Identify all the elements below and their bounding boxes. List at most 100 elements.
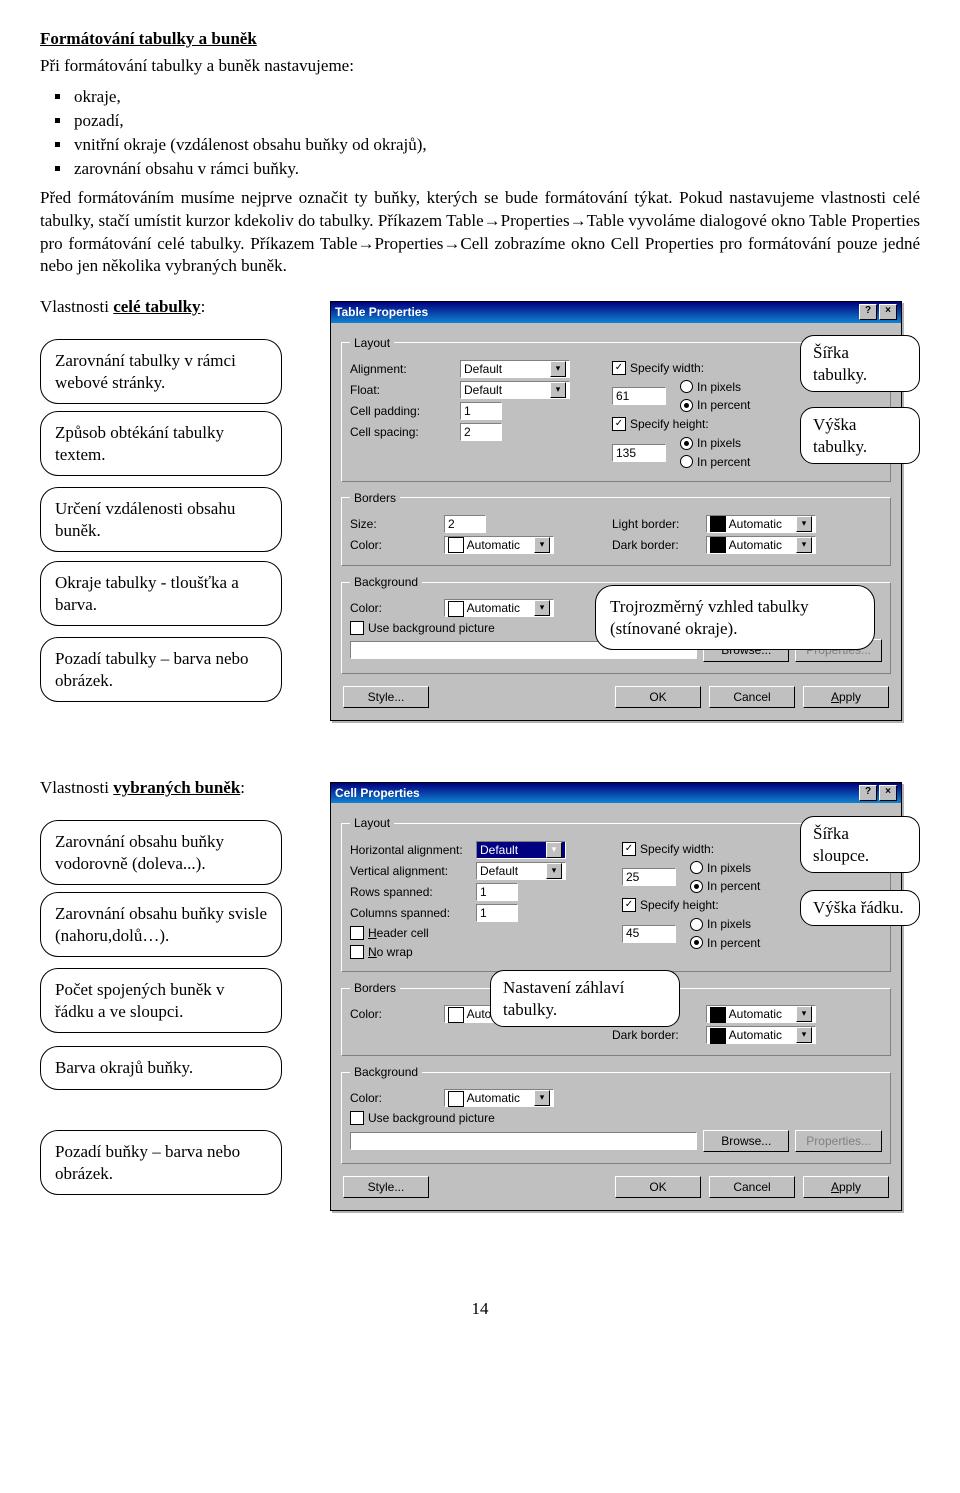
section2-prefix: Vlastnosti [40, 778, 113, 797]
callout-border: Okraje tabulky - tloušťka a barva. [40, 561, 282, 626]
lbl-alignment: Alignment: [350, 361, 454, 377]
chevron-down-icon[interactable]: ▾ [546, 842, 562, 858]
apply-button[interactable]: Apply [803, 686, 889, 708]
specify-height-check[interactable]: ✓Specify height: [612, 416, 709, 432]
section2-underline: vybraných buněk [113, 778, 240, 797]
cell-height-input[interactable]: 45 [622, 925, 676, 943]
height-pixels-radio[interactable]: In pixels [680, 435, 750, 451]
height-percent-radio[interactable]: In percent [680, 454, 750, 470]
chevron-down-icon[interactable]: ▾ [550, 361, 566, 377]
width-pixels-radio[interactable]: In pixels [680, 379, 750, 395]
w-pixels-radio[interactable]: In pixels [690, 860, 760, 876]
chevron-down-icon[interactable]: ▾ [534, 1090, 550, 1106]
callout-cell-border: Barva okrajů buňky. [40, 1046, 282, 1089]
layout-legend: Layout [350, 815, 394, 831]
chevron-down-icon[interactable]: ▾ [534, 600, 550, 616]
chevron-down-icon[interactable]: ▾ [534, 537, 550, 553]
nowrap-check[interactable]: No wrap [350, 944, 413, 960]
cellpad-input[interactable]: 1 [460, 402, 502, 420]
bullet-item: pozadí, [72, 110, 920, 133]
browse-button[interactable]: Browse... [703, 1130, 789, 1152]
cell-dark-combo[interactable]: Automatic▾ [706, 1026, 816, 1044]
callout-3d-border: Trojrozměrný vzhled tabulky (stínované o… [595, 585, 875, 650]
borders-legend: Borders [350, 490, 400, 506]
callout-width: Šířka tabulky. [800, 335, 920, 392]
dialog-titlebar[interactable]: Table Properties ? × [331, 302, 901, 322]
callout-span: Počet spojených buněk v řádku a ve sloup… [40, 968, 282, 1033]
dialog-titlebar[interactable]: Cell Properties ? × [331, 783, 901, 803]
height-input[interactable]: 135 [612, 444, 666, 462]
cancel-button[interactable]: Cancel [709, 686, 795, 708]
section1-underline: celé tabulky [113, 297, 200, 316]
lbl-light: Light border: [612, 516, 700, 532]
cell-bg-color-combo[interactable]: Automatic▾ [444, 1089, 554, 1107]
alignment-combo[interactable]: Default▾ [460, 360, 570, 378]
close-icon[interactable]: × [879, 785, 897, 801]
lbl-valign: Vertical alignment: [350, 863, 470, 879]
chevron-down-icon[interactable]: ▾ [550, 382, 566, 398]
style-button[interactable]: Style... [343, 686, 429, 708]
specify-width-check[interactable]: ✓Specify width: [622, 841, 714, 857]
bg-color-combo[interactable]: Automatic▾ [444, 599, 554, 617]
chevron-down-icon[interactable]: ▾ [796, 516, 812, 532]
chevron-down-icon[interactable]: ▾ [546, 863, 562, 879]
bullet-item: vnitřní okraje (vzdálenost obsahu buňky … [72, 134, 920, 157]
h-pixels-radio[interactable]: In pixels [690, 916, 760, 932]
cell-light-combo[interactable]: Automatic▾ [706, 1005, 816, 1023]
width-input[interactable]: 61 [612, 387, 666, 405]
ok-button[interactable]: OK [615, 686, 701, 708]
lbl-halign: Horizontal alignment: [350, 842, 470, 858]
borders-legend: Borders [350, 980, 400, 996]
section1-prefix: Vlastnosti [40, 297, 113, 316]
body-paragraph: Před formátováním musíme nejprve označit… [40, 187, 920, 279]
lbl-cellspc: Cell spacing: [350, 424, 454, 440]
border-color-combo[interactable]: Automatic▾ [444, 536, 554, 554]
page-number: 14 [40, 1298, 920, 1321]
callout-row-height: Výška řádku. [800, 890, 920, 925]
apply-button[interactable]: Apply [803, 1176, 889, 1198]
width-percent-radio[interactable]: In percent [680, 397, 750, 413]
ok-button[interactable]: OK [615, 1176, 701, 1198]
rowspan-input[interactable]: 1 [476, 883, 518, 901]
callout-background: Pozadí tabulky – barva nebo obrázek. [40, 637, 282, 702]
chevron-down-icon[interactable]: ▾ [796, 1027, 812, 1043]
specify-height-check[interactable]: ✓Specify height: [622, 897, 719, 913]
light-border-combo[interactable]: Automatic▾ [706, 515, 816, 533]
use-bg-picture-check[interactable]: Use background picture [350, 620, 495, 636]
use-bg-picture-check[interactable]: Use background picture [350, 1110, 495, 1126]
style-button[interactable]: Style... [343, 1176, 429, 1198]
halign-combo[interactable]: Default▾ [476, 841, 566, 859]
lbl-color: Color: [350, 537, 438, 553]
lbl-colspan: Columns spanned: [350, 905, 470, 921]
callout-align-table: Zarovnání tabulky v rámci webové stránky… [40, 339, 282, 404]
w-percent-radio[interactable]: In percent [690, 878, 760, 894]
layout-legend: Layout [350, 335, 394, 351]
dialog-title: Table Properties [335, 304, 428, 320]
colspan-input[interactable]: 1 [476, 904, 518, 922]
help-icon[interactable]: ? [859, 785, 877, 801]
dialog-title: Cell Properties [335, 785, 420, 801]
header-cell-check[interactable]: Header cell [350, 925, 429, 941]
lbl-cellpad: Cell padding: [350, 403, 454, 419]
properties-button[interactable]: Properties... [795, 1130, 882, 1152]
lbl-bgcolor: Color: [350, 600, 438, 616]
page-title: Formátování tabulky a buněk [40, 28, 920, 51]
help-icon[interactable]: ? [859, 304, 877, 320]
float-combo[interactable]: Default▾ [460, 381, 570, 399]
cancel-button[interactable]: Cancel [709, 1176, 795, 1198]
cellspc-input[interactable]: 2 [460, 423, 502, 441]
cell-width-input[interactable]: 25 [622, 868, 676, 886]
border-size-input[interactable]: 2 [444, 515, 486, 533]
dark-border-combo[interactable]: Automatic▾ [706, 536, 816, 554]
callout-float: Způsob obtékání tabulky textem. [40, 411, 282, 476]
valign-combo[interactable]: Default▾ [476, 862, 566, 880]
chevron-down-icon[interactable]: ▾ [796, 537, 812, 553]
h-percent-radio[interactable]: In percent [690, 935, 760, 951]
callout-halign: Zarovnání obsahu buňky vodorovně (doleva… [40, 820, 282, 885]
intro-line: Při formátování tabulky a buněk nastavuj… [40, 55, 920, 78]
lbl-float: Float: [350, 382, 454, 398]
bg-path-input[interactable] [350, 1132, 697, 1150]
close-icon[interactable]: × [879, 304, 897, 320]
specify-width-check[interactable]: ✓Specify width: [612, 360, 704, 376]
chevron-down-icon[interactable]: ▾ [796, 1006, 812, 1022]
